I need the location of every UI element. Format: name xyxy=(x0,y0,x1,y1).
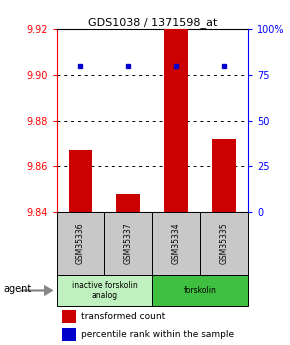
Bar xyxy=(104,212,152,275)
Bar xyxy=(116,194,140,212)
Bar xyxy=(62,328,76,342)
Text: GSM35337: GSM35337 xyxy=(124,223,133,264)
Bar xyxy=(212,139,236,212)
Bar xyxy=(152,212,200,275)
Bar xyxy=(62,310,76,323)
Polygon shape xyxy=(44,285,53,296)
Text: GSM35334: GSM35334 xyxy=(172,223,181,264)
Bar xyxy=(57,212,104,275)
Text: GSM35335: GSM35335 xyxy=(220,223,229,264)
Bar xyxy=(200,212,248,275)
Bar xyxy=(152,275,248,306)
Bar xyxy=(164,27,188,212)
Bar xyxy=(57,275,152,306)
Text: inactive forskolin
analog: inactive forskolin analog xyxy=(72,281,137,300)
Text: transformed count: transformed count xyxy=(81,312,166,321)
Text: forskolin: forskolin xyxy=(184,286,217,295)
Text: agent: agent xyxy=(3,284,31,294)
Title: GDS1038 / 1371598_at: GDS1038 / 1371598_at xyxy=(88,17,217,28)
Bar xyxy=(68,150,93,212)
Text: GSM35336: GSM35336 xyxy=(76,223,85,264)
Text: percentile rank within the sample: percentile rank within the sample xyxy=(81,330,235,339)
